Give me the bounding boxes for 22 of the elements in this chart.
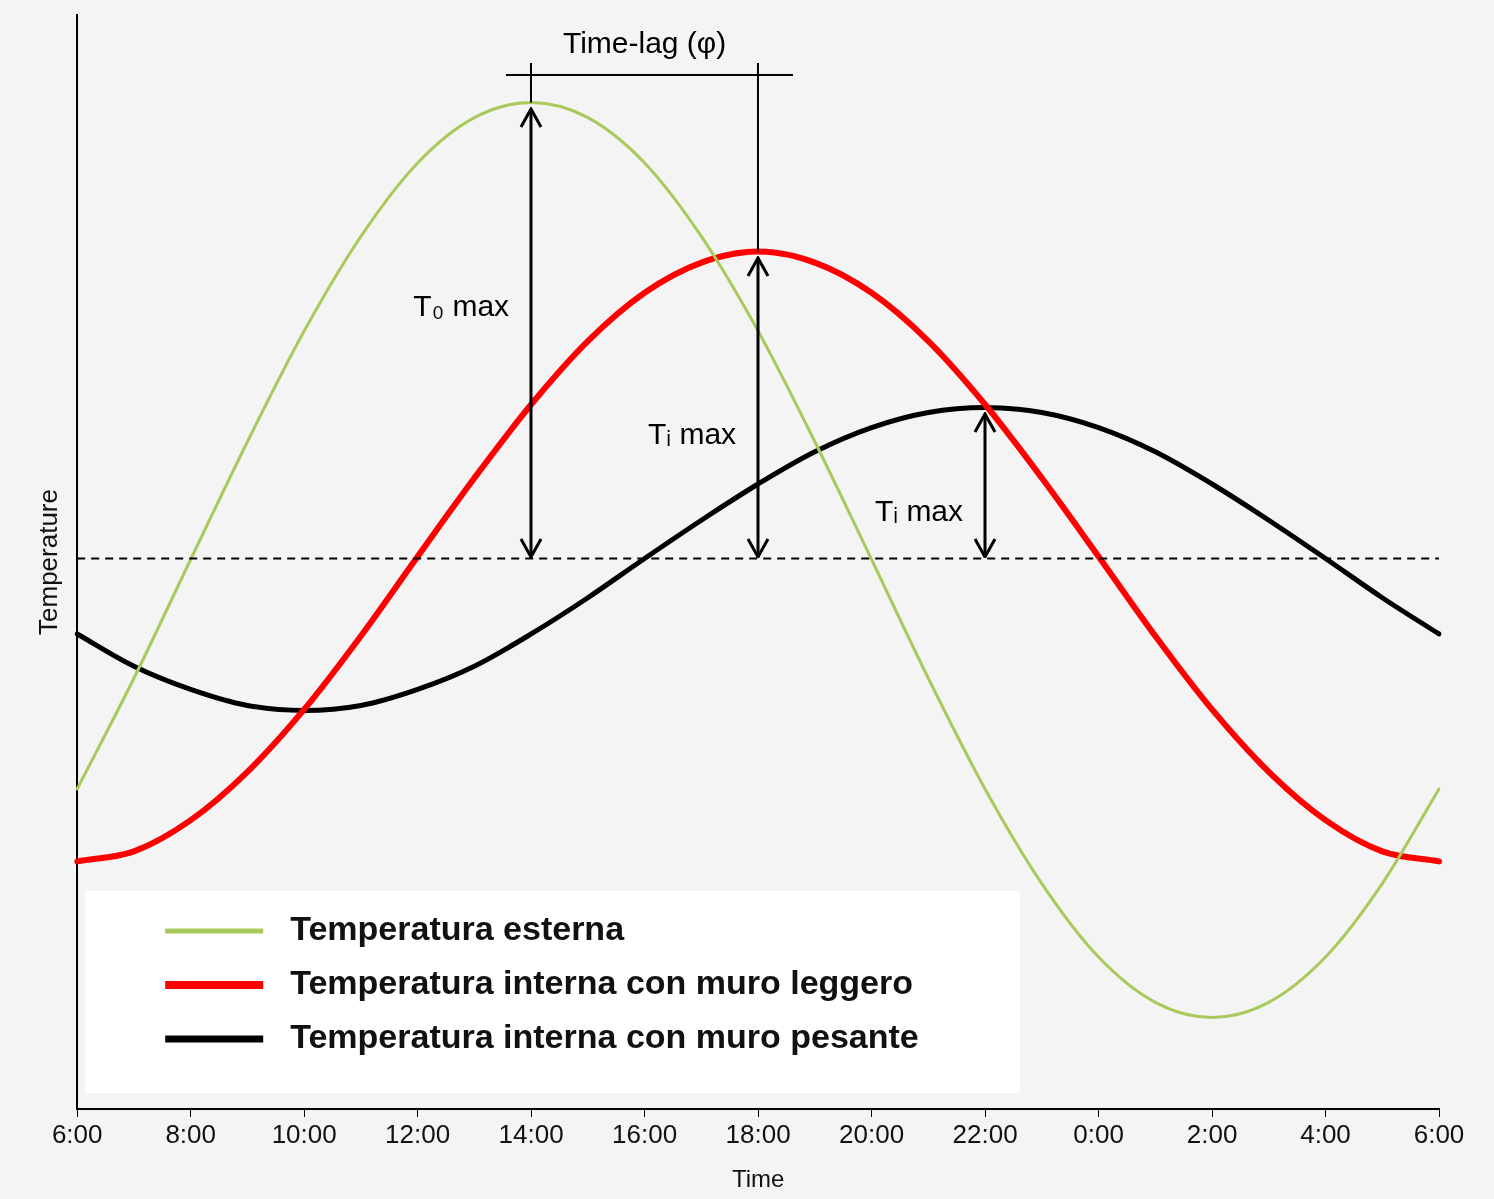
x-tick-label: 8:00 <box>165 1118 216 1149</box>
x-tick-label: 4:00 <box>1300 1118 1351 1149</box>
x-tick-label: 18:00 <box>725 1118 791 1149</box>
x-tick-label: 6:00 <box>51 1118 103 1149</box>
x-tick-label: 10:00 <box>271 1118 337 1149</box>
annotation: T₀ max <box>413 288 510 322</box>
x-tick-label: 2:00 <box>1186 1118 1238 1149</box>
x-tick-label: 12:00 <box>385 1118 451 1149</box>
text: Time-lag (φ) <box>562 26 727 60</box>
annotation: Tᵢ max <box>648 416 737 450</box>
x-axis-title: Time <box>731 1165 785 1193</box>
x-tick-label: 6:00 <box>1413 1118 1465 1149</box>
x-tick-label: 20:00 <box>839 1118 905 1149</box>
x-tick-label: 14:00 <box>498 1118 564 1149</box>
legend-label: Temperatura esterna <box>290 909 626 948</box>
legend-label: Temperatura interna con muro leggero <box>290 963 914 1002</box>
annotation: Tᵢ max <box>875 494 964 528</box>
y-axis-title: Temperature <box>32 489 63 635</box>
x-tick-label: 16:00 <box>612 1118 678 1149</box>
x-tick-label: 22:00 <box>952 1118 1018 1149</box>
x-tick-label: 0:00 <box>1073 1118 1124 1149</box>
legend-label: Temperatura interna con muro pesante <box>290 1017 919 1056</box>
